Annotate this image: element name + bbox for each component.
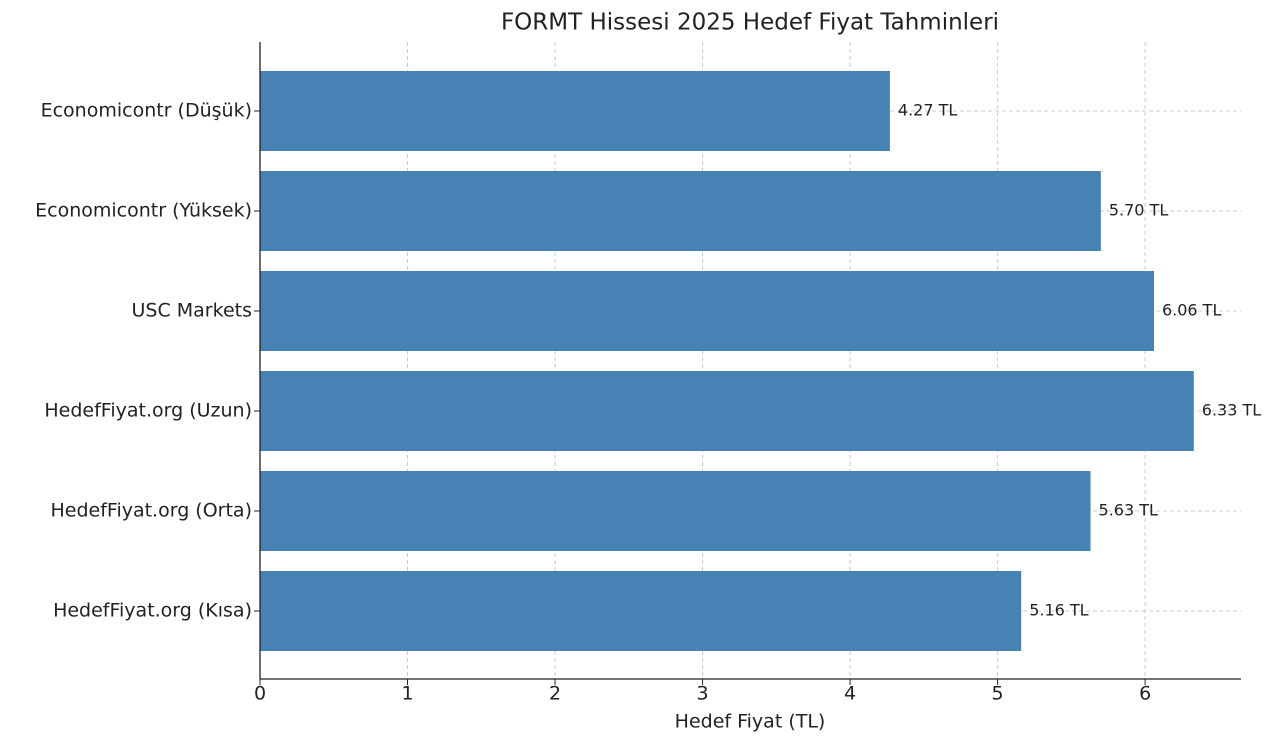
bar bbox=[260, 171, 1101, 251]
x-tick-label: 6 bbox=[1139, 683, 1151, 705]
y-tick-label: HedefFiyat.org (Kısa) bbox=[53, 600, 252, 622]
x-tick-label: 2 bbox=[549, 683, 561, 705]
x-tick-label: 5 bbox=[992, 683, 1004, 705]
y-tick-label: HedefFiyat.org (Uzun) bbox=[44, 400, 252, 422]
chart-title: FORMT Hissesi 2025 Hedef Fiyat Tahminler… bbox=[501, 10, 999, 36]
value-label: 5.70 TL bbox=[1109, 201, 1168, 220]
value-label: 6.33 TL bbox=[1202, 401, 1261, 420]
value-label: 6.06 TL bbox=[1162, 301, 1221, 320]
bar bbox=[260, 571, 1022, 651]
x-tick-label: 0 bbox=[254, 683, 266, 705]
y-tick-label: Economicontr (Yüksek) bbox=[35, 200, 252, 222]
y-tick-label: USC Markets bbox=[132, 300, 253, 322]
y-tick-label: Economicontr (Düşük) bbox=[41, 100, 252, 122]
bar bbox=[260, 71, 890, 151]
value-label: 5.16 TL bbox=[1029, 601, 1088, 620]
bar bbox=[260, 271, 1154, 351]
y-tick-label: HedefFiyat.org (Orta) bbox=[50, 500, 252, 522]
bar bbox=[260, 371, 1194, 451]
x-tick-label: 1 bbox=[401, 683, 413, 705]
bar bbox=[260, 471, 1091, 551]
value-label: 5.63 TL bbox=[1099, 501, 1158, 520]
x-axis-label: Hedef Fiyat (TL) bbox=[675, 711, 826, 733]
x-tick-label: 4 bbox=[844, 683, 856, 705]
x-tick-label: 3 bbox=[697, 683, 709, 705]
value-label: 4.27 TL bbox=[898, 101, 957, 120]
